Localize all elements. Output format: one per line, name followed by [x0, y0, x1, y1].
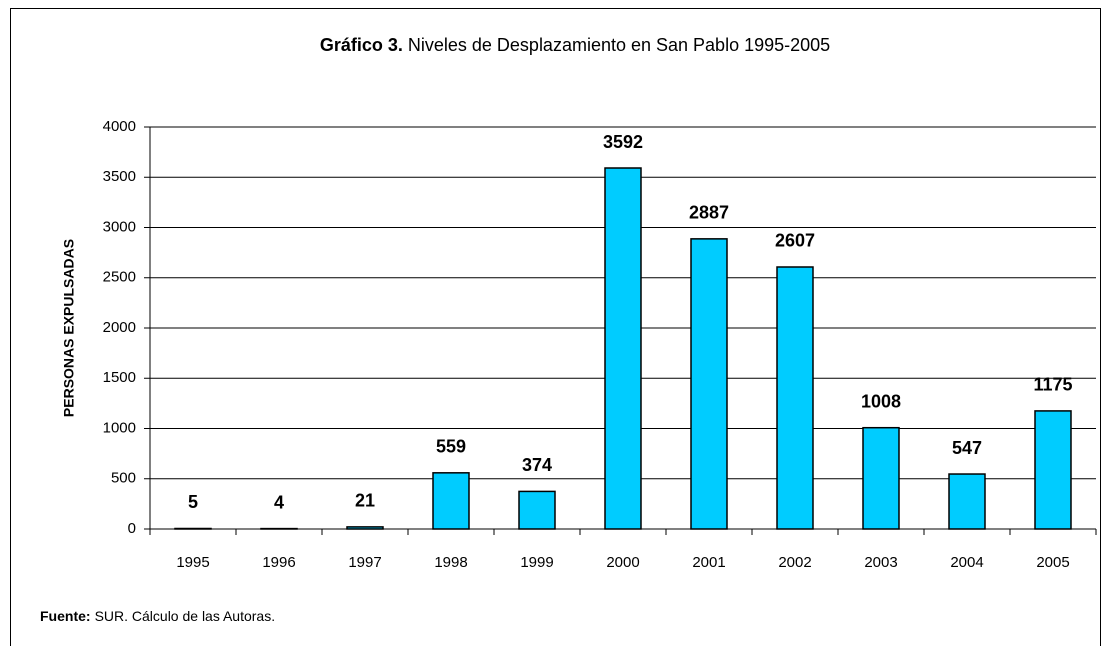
y-tick-label: 0: [128, 520, 136, 537]
x-tick-label: 2002: [778, 554, 811, 571]
chart-title: Gráfico 3. Niveles de Desplazamiento en S…: [320, 35, 830, 55]
data-label: 559: [436, 437, 466, 457]
y-tick-label: 1000: [103, 419, 136, 436]
x-tick-label: 2000: [606, 554, 639, 571]
data-label: 1008: [861, 391, 901, 411]
x-tick-label: 1996: [262, 554, 295, 571]
x-tick-label: 1998: [434, 554, 467, 571]
x-tick-label: 1997: [348, 554, 381, 571]
data-label: 547: [952, 438, 982, 458]
data-label: 3592: [603, 132, 643, 152]
bar: [604, 167, 642, 530]
bar: [862, 426, 900, 530]
y-axis-label: PERSONAS EXPULSADAS: [61, 239, 77, 417]
bar: [690, 238, 728, 530]
data-label: 21: [355, 491, 375, 511]
data-label: 2607: [775, 231, 815, 251]
data-label: 374: [522, 455, 552, 475]
bar: [776, 266, 814, 530]
title-text: Niveles de Desplazamiento en San Pablo 1…: [408, 35, 830, 55]
x-tick-label: 2003: [864, 554, 897, 571]
data-label: 4: [274, 492, 284, 512]
y-tick-label: 4000: [103, 118, 136, 135]
x-tick-label: 2005: [1036, 554, 1069, 571]
data-label: 1175: [1033, 375, 1072, 395]
bar: [1034, 410, 1072, 530]
x-tick-label: 2004: [950, 554, 983, 571]
y-tick-label: 3500: [103, 168, 136, 185]
x-tick-label: 1999: [520, 554, 553, 571]
data-label: 2887: [689, 203, 729, 223]
x-tick-label: 1995: [176, 554, 209, 571]
bar: [518, 490, 556, 530]
x-tick-label: 2001: [692, 554, 725, 571]
y-tick-label: 2500: [103, 269, 136, 286]
y-tick-label: 500: [111, 470, 136, 487]
bar: [346, 526, 384, 530]
source: Fuente: SUR. Cálculo de las Autoras.: [40, 608, 275, 624]
bar: [174, 527, 212, 530]
source-text: SUR. Cálculo de las Autoras.: [95, 608, 276, 624]
data-label: 5: [188, 492, 198, 512]
bar: [432, 472, 470, 530]
source-label: Fuente:: [40, 608, 91, 624]
y-tick-label: 3000: [103, 218, 136, 235]
y-tick-label: 2000: [103, 319, 136, 336]
y-tick-label: 1500: [103, 369, 136, 386]
frame: [10, 8, 1101, 646]
bar: [948, 473, 986, 530]
title-label: Gráfico 3.: [320, 35, 403, 55]
